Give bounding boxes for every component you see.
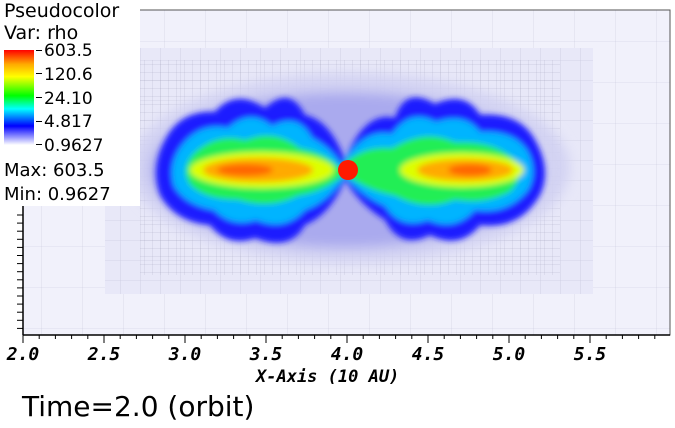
colorbar-label: 120.6 — [44, 65, 93, 85]
x-tick-label: 2.0 — [6, 344, 40, 365]
time-annotation: Time=2.0 (orbit) — [22, 390, 255, 423]
legend-variable: Var: rho — [4, 22, 79, 44]
central-star-peak — [338, 160, 358, 180]
colorbar-tick — [36, 50, 42, 51]
legend-min: Min: 0.9627 — [4, 184, 111, 205]
colorbar-tick — [36, 97, 42, 98]
colorbar-label: 4.817 — [44, 112, 93, 132]
colorbar-tick — [36, 144, 42, 145]
legend-max: Max: 603.5 — [4, 160, 105, 181]
x-axis-ticks — [22, 335, 656, 343]
colorbar-label: 24.10 — [44, 89, 93, 109]
density-field — [130, 73, 570, 263]
legend-title: Pseudocolor — [4, 0, 120, 22]
colorbar — [4, 50, 34, 145]
x-tick-label: 4.0 — [330, 344, 364, 365]
x-tick-label: 4.5 — [411, 344, 445, 365]
colorbar-tick — [36, 73, 42, 74]
x-tick-label: 5.0 — [492, 344, 526, 365]
colorbar-label: 603.5 — [44, 41, 93, 61]
x-tick-label: 5.5 — [573, 344, 607, 365]
x-tick-label: 2.5 — [87, 344, 121, 365]
x-tick-label: 3.5 — [249, 344, 283, 365]
colorbar-label: 0.9627 — [44, 136, 104, 156]
y-axis-ticks — [17, 214, 23, 329]
x-axis-title: X-Axis (10 AU) — [256, 367, 400, 387]
colorbar-tick — [36, 121, 42, 122]
x-tick-label: 3.0 — [168, 344, 202, 365]
